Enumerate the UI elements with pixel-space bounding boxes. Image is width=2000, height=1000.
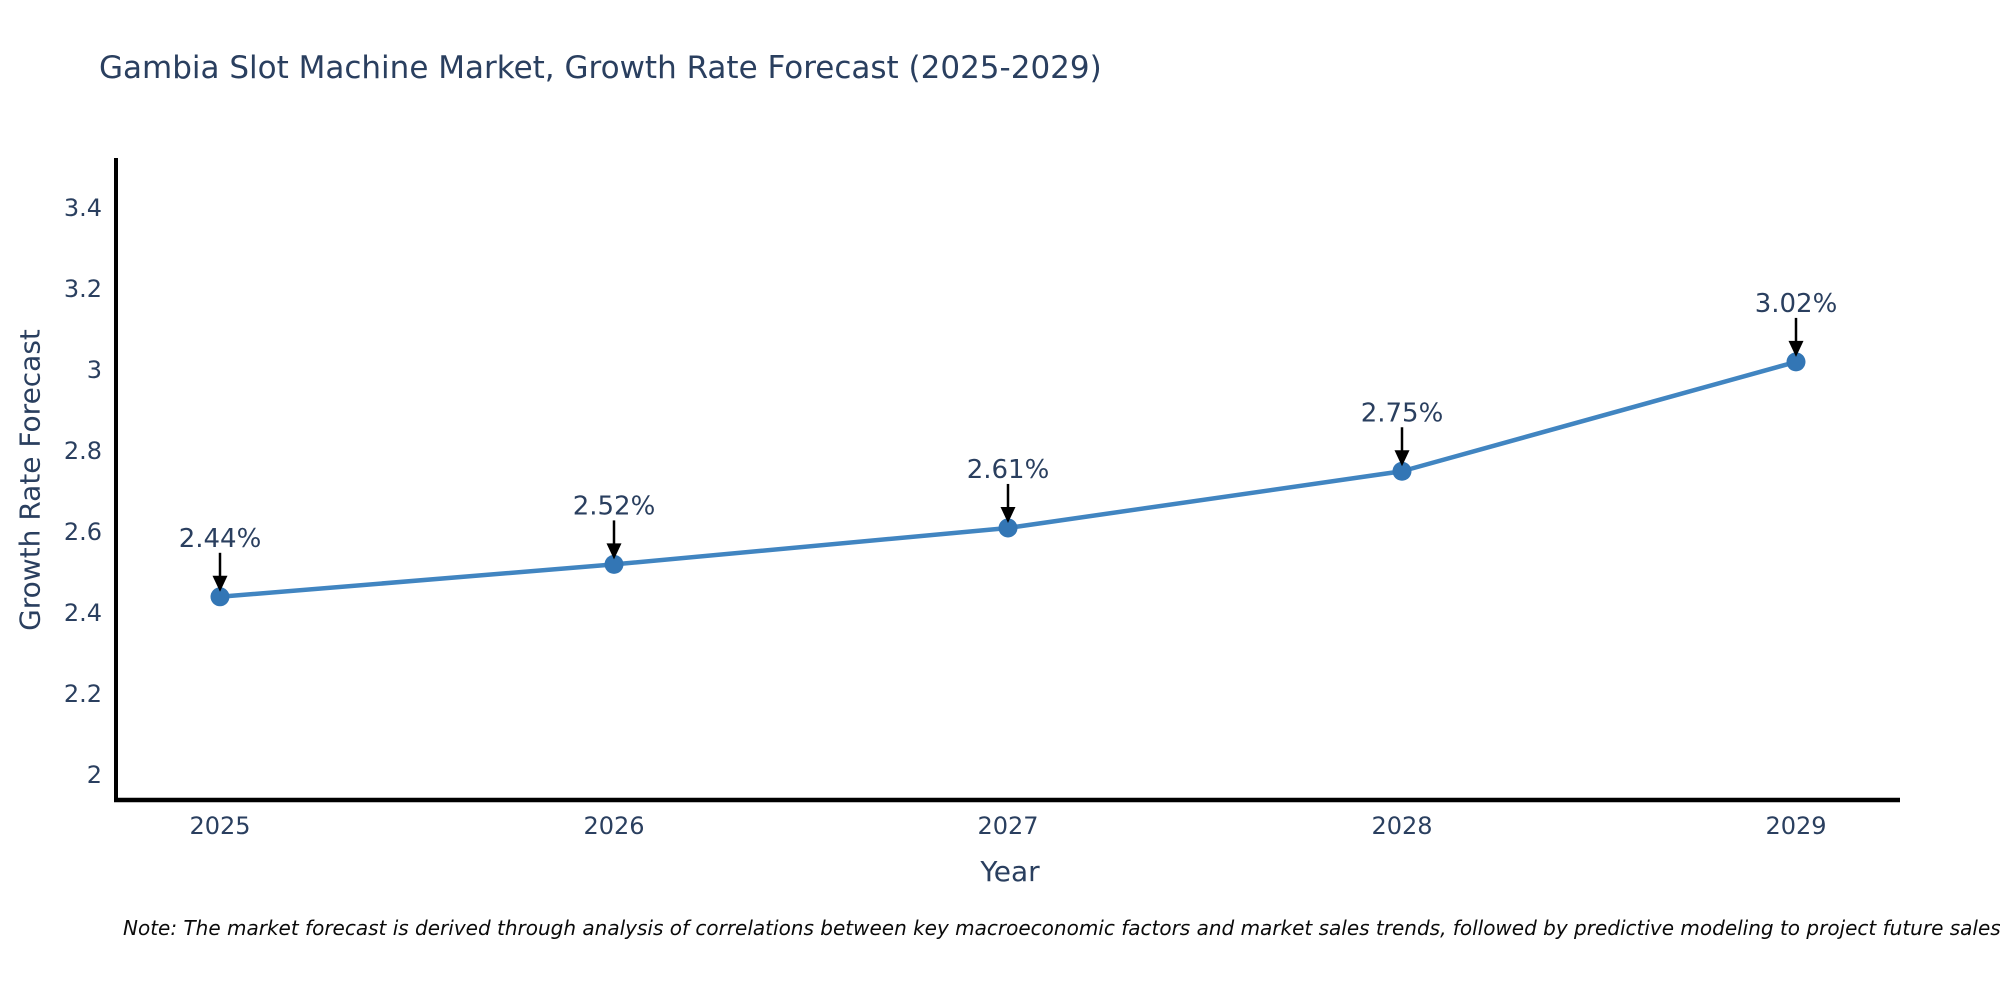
x-axis-title: Year (980, 855, 1040, 888)
data-point (1786, 352, 1806, 372)
x-tick-label: 2025 (189, 812, 250, 840)
chart-title: Gambia Slot Machine Market, Growth Rate … (99, 50, 1102, 86)
y-tick-label: 2 (87, 761, 102, 789)
point-annotation-label: 2.61% (967, 455, 1050, 485)
y-tick-label: 3 (87, 356, 102, 384)
x-tick-label: 2028 (1371, 812, 1432, 840)
annotation-arrowhead-icon (606, 543, 622, 560)
y-tick-label: 2.6 (64, 518, 102, 546)
x-tick-label: 2026 (583, 812, 644, 840)
point-annotation-label: 3.02% (1755, 289, 1838, 319)
x-tick-label: 2029 (1765, 812, 1826, 840)
y-tick-label: 2.4 (64, 599, 102, 627)
x-tick-label: 2027 (977, 812, 1038, 840)
y-tick-label: 2.2 (64, 680, 102, 708)
data-point (604, 554, 624, 574)
y-tick-label: 3.4 (64, 194, 102, 222)
annotation-arrowhead-icon (1788, 340, 1804, 357)
y-tick-label: 2.8 (64, 437, 102, 465)
y-tick-label: 3.2 (64, 275, 102, 303)
data-point (998, 518, 1018, 538)
annotation-arrowhead-icon (1394, 450, 1410, 467)
point-annotation-label: 2.52% (573, 491, 656, 521)
annotation-arrowhead-icon (212, 575, 228, 592)
annotation-arrowhead-icon (1000, 506, 1016, 523)
y-axis-title: Growth Rate Forecast (13, 329, 47, 631)
point-annotation-label: 2.75% (1361, 398, 1444, 428)
data-point (210, 587, 230, 607)
data-point (1392, 461, 1412, 481)
point-annotation-label: 2.44% (179, 524, 262, 554)
chart-footnote: Note: The market forecast is derived thr… (123, 916, 2000, 940)
